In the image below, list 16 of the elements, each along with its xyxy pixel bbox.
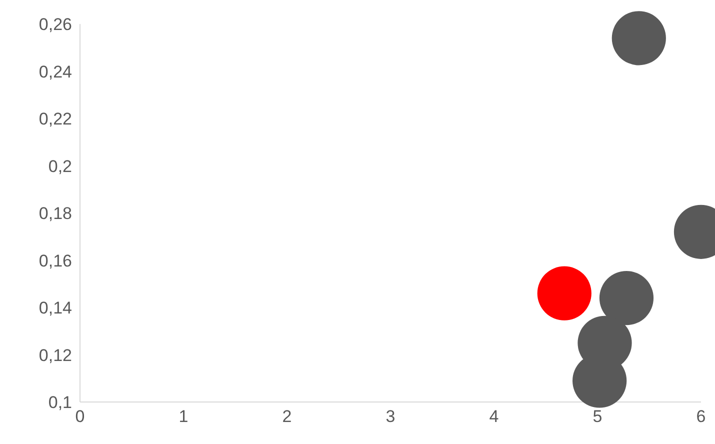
y-tick-label: 0,14 — [38, 298, 72, 318]
x-tick-label: 0 — [75, 407, 85, 426]
x-tick-label: 1 — [178, 407, 188, 426]
x-tick-label: 5 — [592, 407, 602, 426]
y-tick-label: 0,2 — [48, 156, 72, 176]
x-tick-label: 3 — [386, 407, 396, 426]
y-tick-label: 0,22 — [38, 110, 72, 129]
x-tick-label: 6 — [696, 407, 706, 426]
y-tick-label: 0,1 — [48, 393, 72, 412]
y-tick-label: 0,12 — [38, 346, 72, 365]
y-tick-label: 0,24 — [38, 62, 72, 82]
y-tick-label: 0,16 — [38, 251, 72, 270]
y-tick-label: 0,18 — [38, 204, 72, 224]
x-tick-label: 4 — [489, 407, 499, 426]
y-tick-label: 0,26 — [38, 15, 72, 34]
x-tick-label: 2 — [282, 407, 292, 426]
